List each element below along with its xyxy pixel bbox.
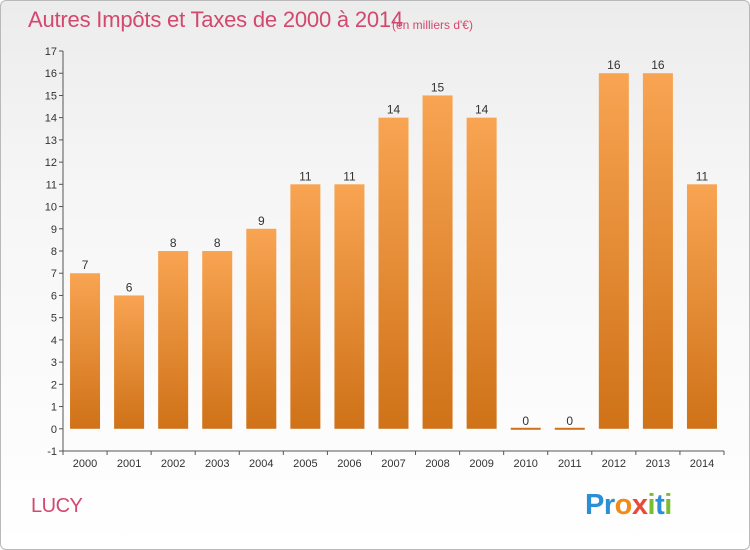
- chart-title: Autres Impôts et Taxes de 2000 à 2014: [28, 7, 404, 32]
- data-label: 0: [522, 414, 529, 428]
- bar: [246, 228, 277, 429]
- y-tick-label: 6: [51, 290, 57, 302]
- bar: [554, 427, 585, 430]
- y-tick-label: 1: [51, 402, 57, 414]
- x-tick-label: 2005: [293, 458, 317, 470]
- data-label: 15: [431, 80, 445, 94]
- bar: [378, 117, 409, 429]
- x-tick-label: 2002: [161, 458, 185, 470]
- data-label: 14: [475, 103, 489, 117]
- y-tick-label: 11: [46, 179, 57, 191]
- y-tick-label: 5: [51, 313, 57, 325]
- bar: [466, 117, 497, 429]
- y-tick-label: 3: [51, 357, 57, 369]
- data-label: 8: [170, 236, 177, 250]
- y-tick-label: 0: [51, 424, 57, 436]
- y-tick-label: 4: [51, 335, 57, 347]
- y-tick-label: 17: [45, 46, 57, 58]
- bar: [686, 184, 717, 429]
- data-label: 11: [299, 169, 312, 183]
- data-label: 0: [566, 414, 573, 428]
- y-tick-label: 7: [51, 268, 57, 280]
- bar: [334, 184, 365, 429]
- data-label: 7: [82, 258, 89, 272]
- chart-bars: [70, 73, 717, 430]
- x-tick-label: 2011: [558, 458, 582, 470]
- y-tick-label: 10: [45, 202, 57, 214]
- data-label: 8: [214, 236, 221, 250]
- chart-data-labels: 7 6 8 8 9 11 11 14 15 14 0 0 16 16 11: [82, 58, 709, 428]
- x-tick-label: 2013: [646, 458, 670, 470]
- x-tick-label: 2009: [469, 458, 493, 470]
- bar: [642, 73, 673, 429]
- x-tick-label: 2012: [602, 458, 626, 470]
- data-label: 11: [343, 169, 356, 183]
- bar: [290, 184, 321, 429]
- data-label: 11: [696, 169, 709, 183]
- bar: [510, 427, 541, 430]
- data-label: 16: [651, 58, 665, 72]
- bar: [598, 73, 629, 429]
- x-tick-label: 2008: [425, 458, 449, 470]
- y-tick-label: 14: [45, 113, 57, 125]
- bar: [158, 251, 189, 429]
- data-label: 14: [387, 103, 401, 117]
- y-tick-label: 12: [45, 157, 57, 169]
- x-tick-label: 2004: [249, 458, 273, 470]
- data-label: 16: [607, 58, 621, 72]
- y-tick-label: 9: [51, 224, 57, 236]
- x-tick-label: 2014: [690, 458, 714, 470]
- y-tick-label: 16: [45, 68, 57, 80]
- chart-subtitle: (en milliers d'€): [392, 18, 473, 32]
- x-tick-label: 2007: [381, 458, 405, 470]
- x-tick-label: 2001: [117, 458, 141, 470]
- bar: [114, 295, 145, 429]
- proxiti-logo[interactable]: Proxiti: [585, 489, 672, 521]
- bar: [202, 251, 233, 429]
- commune-name: LUCY: [31, 495, 83, 517]
- x-tick-label: 2010: [513, 458, 537, 470]
- y-tick-label: 13: [45, 135, 57, 147]
- y-tick-label: 8: [51, 246, 57, 258]
- data-label: 6: [126, 280, 133, 294]
- bar: [70, 273, 101, 429]
- bar: [422, 95, 453, 429]
- y-tick-label: -1: [47, 446, 57, 458]
- x-tick-label: 2006: [337, 458, 361, 470]
- y-tick-label: 15: [45, 90, 57, 102]
- x-tick-label: 2000: [73, 458, 97, 470]
- y-tick-label: 2: [51, 379, 57, 391]
- data-label: 9: [258, 214, 265, 228]
- x-tick-label: 2003: [205, 458, 229, 470]
